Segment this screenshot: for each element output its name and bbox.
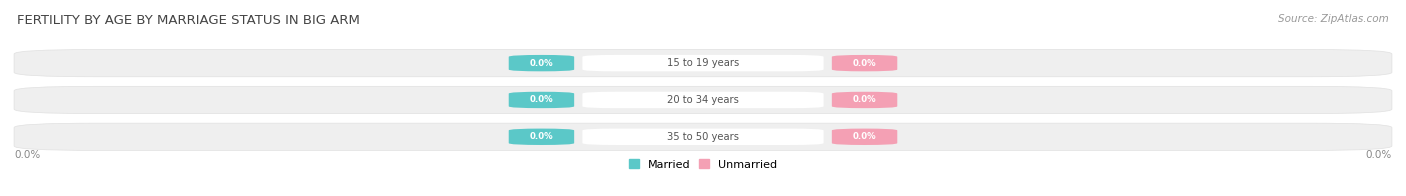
FancyBboxPatch shape <box>14 123 1392 150</box>
FancyBboxPatch shape <box>509 129 574 145</box>
Text: 0.0%: 0.0% <box>530 95 553 104</box>
FancyBboxPatch shape <box>582 55 824 71</box>
Text: 0.0%: 0.0% <box>1365 150 1392 160</box>
FancyBboxPatch shape <box>14 50 1392 77</box>
Text: Source: ZipAtlas.com: Source: ZipAtlas.com <box>1278 14 1389 24</box>
Legend: Married, Unmarried: Married, Unmarried <box>630 160 776 170</box>
Text: 0.0%: 0.0% <box>853 59 876 68</box>
Text: 15 to 19 years: 15 to 19 years <box>666 58 740 68</box>
Text: 0.0%: 0.0% <box>853 132 876 141</box>
Text: 0.0%: 0.0% <box>530 59 553 68</box>
Text: FERTILITY BY AGE BY MARRIAGE STATUS IN BIG ARM: FERTILITY BY AGE BY MARRIAGE STATUS IN B… <box>17 14 360 27</box>
Text: 20 to 34 years: 20 to 34 years <box>666 95 740 105</box>
Text: 0.0%: 0.0% <box>853 95 876 104</box>
FancyBboxPatch shape <box>582 92 824 108</box>
FancyBboxPatch shape <box>832 129 897 145</box>
FancyBboxPatch shape <box>509 55 574 71</box>
FancyBboxPatch shape <box>832 55 897 71</box>
FancyBboxPatch shape <box>14 86 1392 114</box>
FancyBboxPatch shape <box>582 129 824 145</box>
Text: 35 to 50 years: 35 to 50 years <box>666 132 740 142</box>
Text: 0.0%: 0.0% <box>530 132 553 141</box>
FancyBboxPatch shape <box>832 92 897 108</box>
Text: 0.0%: 0.0% <box>14 150 41 160</box>
FancyBboxPatch shape <box>509 92 574 108</box>
